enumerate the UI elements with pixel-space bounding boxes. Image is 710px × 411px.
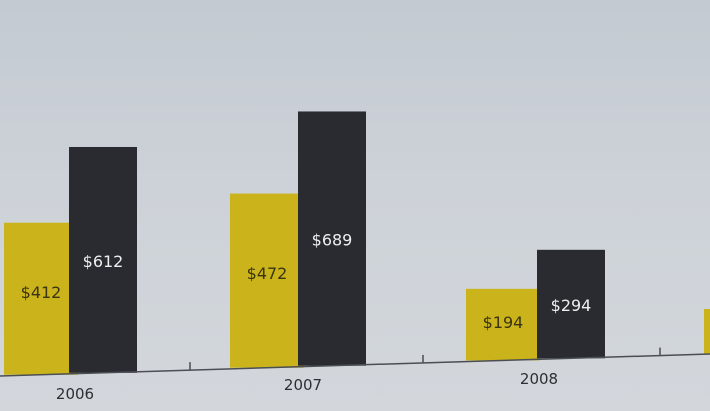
x-axis [0,347,710,377]
x-tick-labels: 2006 2007 2008 [56,370,558,403]
x-tick-label-2006: 2006 [56,385,94,403]
bar-2008-series-1 [466,288,540,361]
bar-cropped-next [704,309,710,355]
bar-value-label-2007-series-2: $689 [312,231,353,250]
bar-value-label-2008-series-1: $194 [483,313,524,332]
bar-value-label-2008-series-2: $294 [551,296,592,315]
bar-2008-series-2 [537,249,605,359]
bar-value-labels: $412 $612 $472 $689 $194 $294 [21,231,592,332]
bar-value-label-2006-series-1: $412 [21,283,62,302]
bar-2006-series-1 [4,222,78,375]
x-tick-label-2008: 2008 [520,370,558,388]
x-axis-line [0,353,710,377]
bar-value-label-2006-series-2: $612 [83,252,124,271]
bar-value-label-2007-series-1: $472 [247,264,288,283]
bar-2007-series-2 [298,111,366,366]
bar-2006-series-2 [69,146,137,373]
x-tick-label-2007: 2007 [284,376,322,394]
bar-2007-series-1 [230,193,304,368]
bars [4,111,710,375]
